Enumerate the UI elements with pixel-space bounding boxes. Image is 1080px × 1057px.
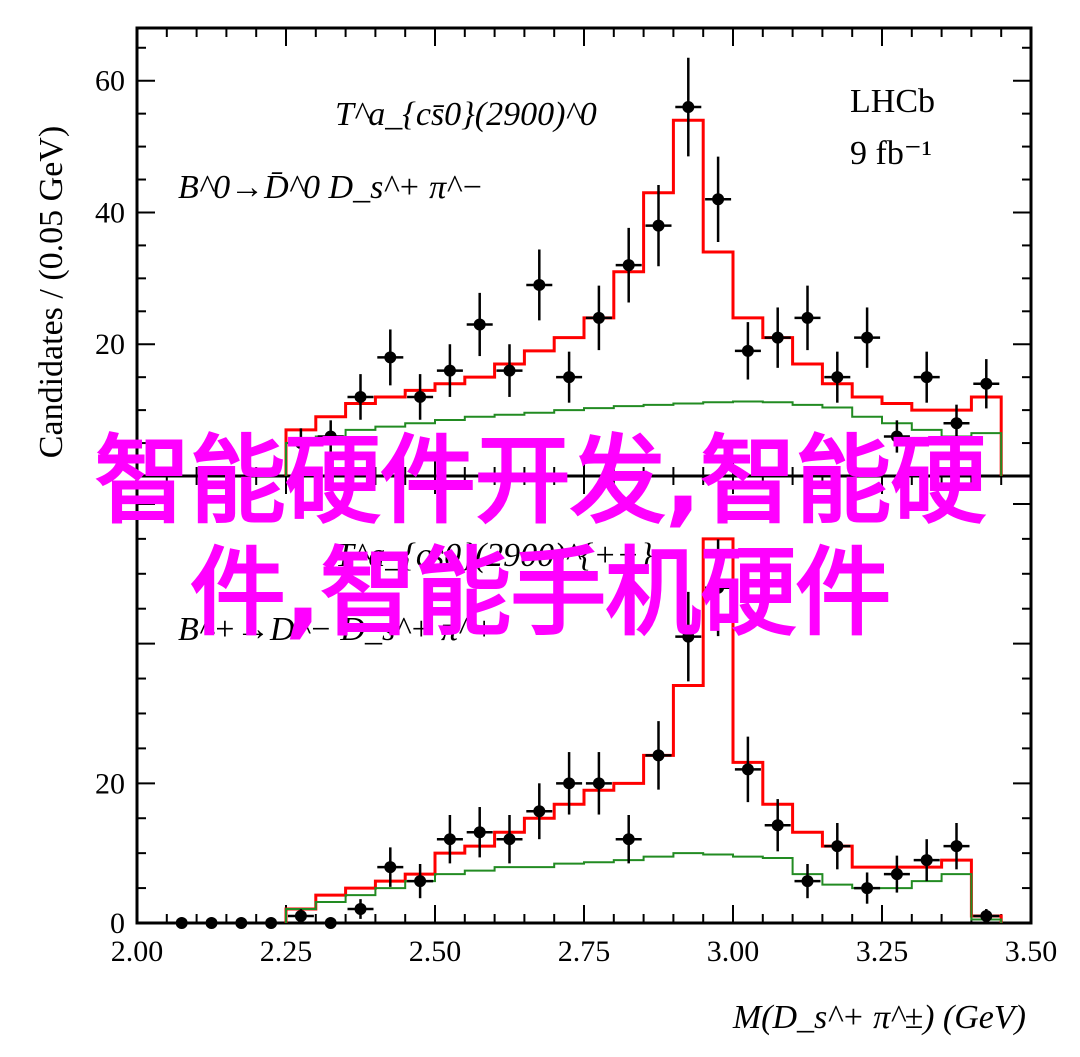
top-data-point xyxy=(705,156,732,242)
top-data-point xyxy=(585,285,612,351)
top-data-point xyxy=(615,227,642,303)
bottom-data-point xyxy=(228,917,255,929)
x-tick-label: 2.25 xyxy=(260,935,313,968)
x-tick-label: 3.50 xyxy=(1005,935,1058,968)
top-data-point xyxy=(496,344,523,397)
top-data-point xyxy=(436,344,463,397)
top-data-point xyxy=(764,307,791,368)
luminosity-label: 9 fb⁻¹ xyxy=(850,135,932,172)
top-data-point xyxy=(317,420,344,453)
top-fit-curve xyxy=(284,118,1003,476)
bottom-panel-marks xyxy=(168,537,1003,929)
bottom-data-point xyxy=(317,917,344,929)
bottom-data-point xyxy=(705,539,732,637)
bottom-data-point xyxy=(645,721,672,790)
bottom-data-point xyxy=(973,909,1000,923)
bottom-data-point xyxy=(526,783,553,840)
top-data-point xyxy=(675,57,702,157)
bottom-data-point xyxy=(824,823,851,870)
bottom-data-point xyxy=(943,823,970,870)
bottom-y-tick-label: 0 xyxy=(110,907,125,940)
x-axis-title: M(D_s^+ π^±) (GeV) xyxy=(732,999,1026,1036)
bottom-data-point xyxy=(734,736,761,803)
bottom-data-point xyxy=(675,591,702,682)
top-panel-marks xyxy=(284,57,1003,476)
bottom-background-curve xyxy=(285,852,1003,923)
bottom-y-tick-label: 20 xyxy=(95,767,125,800)
x-tick-label: 3.25 xyxy=(856,935,909,968)
bottom-data-point xyxy=(794,863,821,899)
top-annotation-line2: B^0→D̄^0 D_s^+ π^− xyxy=(178,169,483,206)
bottom-data-point xyxy=(854,872,881,904)
bottom-data-point xyxy=(585,752,612,815)
top-y-tick-label: 40 xyxy=(95,196,125,229)
bottom-data-point xyxy=(883,855,910,893)
bottom-panel-ticks: 0 20 2.00 2.25 2.50 2.75 3.00 3.25 3.50 xyxy=(95,476,1057,968)
x-tick-label: 2.75 xyxy=(558,935,611,968)
bottom-data-point xyxy=(764,799,791,852)
bottom-data-point xyxy=(615,814,642,864)
top-data-point xyxy=(645,185,672,267)
bottom-data-point xyxy=(913,839,940,882)
bottom-data-point xyxy=(168,917,195,929)
top-data-point xyxy=(287,428,314,458)
top-data-point xyxy=(734,322,761,380)
bottom-data-point xyxy=(436,814,463,864)
bottom-data-point xyxy=(466,807,493,858)
top-data-point xyxy=(526,249,553,321)
top-panel-ticks: 20 40 60 xyxy=(95,28,1032,476)
bottom-annotation-line1: T^a_{cs̄0}(2900)^{++} xyxy=(335,537,653,574)
top-y-tick-label: 60 xyxy=(95,65,125,98)
bottom-fit-curve xyxy=(284,537,1003,923)
top-data-point xyxy=(407,374,434,420)
top-annotation-line1: T^a_{cs̄0}(2900)^0 xyxy=(335,96,597,133)
top-data-point xyxy=(466,292,493,357)
top-data-point xyxy=(824,351,851,403)
top-y-tick-label: 20 xyxy=(95,328,125,361)
bottom-data-point xyxy=(496,814,523,864)
bottom-data-point xyxy=(407,863,434,899)
top-background-curve xyxy=(285,400,1003,476)
top-data-point xyxy=(943,404,970,442)
bottom-data-point xyxy=(258,917,285,929)
x-tick-label: 3.00 xyxy=(707,935,760,968)
bottom-data-point xyxy=(287,909,314,923)
top-data-point xyxy=(883,420,910,453)
y-axis-title: Candidates / (0.05 GeV) xyxy=(33,126,70,458)
bottom-annotation-line2: B^+→D^− D_s^+ π^+ xyxy=(178,611,495,648)
top-data-point xyxy=(347,374,374,420)
top-data-point xyxy=(913,351,940,403)
top-data-point xyxy=(377,329,404,386)
x-tick-label: 2.00 xyxy=(111,935,164,968)
bottom-data-point xyxy=(377,847,404,887)
experiment-label: LHCb xyxy=(850,83,935,120)
bottom-data-point xyxy=(347,899,374,919)
x-tick-label: 2.50 xyxy=(409,935,462,968)
top-data-point xyxy=(794,285,821,351)
top-data-point xyxy=(973,359,1000,409)
bottom-data-point xyxy=(556,752,583,815)
bottom-data-point xyxy=(198,917,225,929)
top-data-point xyxy=(854,307,881,368)
top-data-point xyxy=(556,351,583,403)
